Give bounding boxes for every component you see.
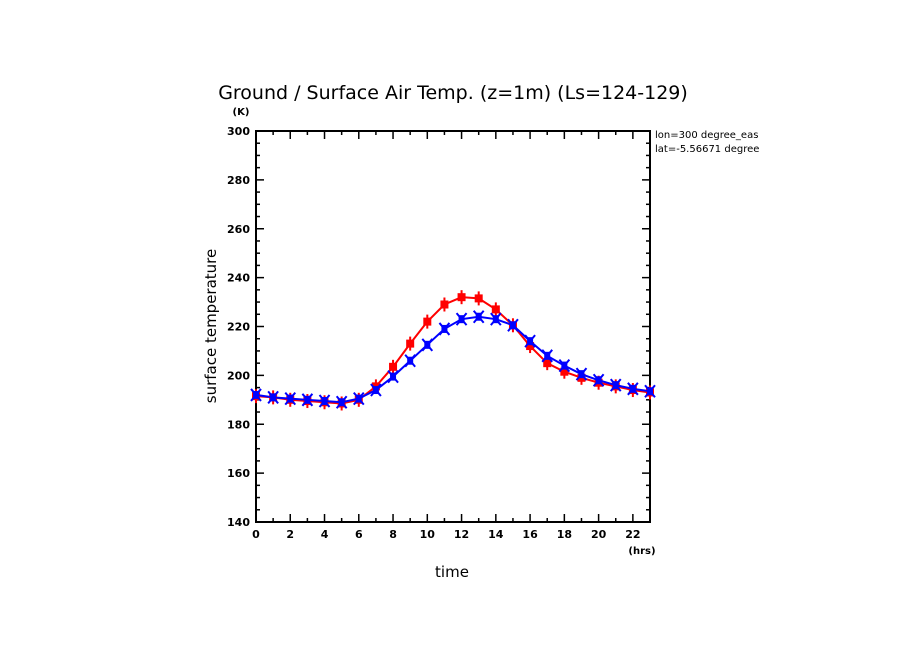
data-point xyxy=(575,367,588,381)
data-point xyxy=(353,391,365,406)
data-point xyxy=(541,349,553,363)
data-point xyxy=(558,358,571,373)
data-point xyxy=(267,390,279,405)
data-point xyxy=(644,384,656,398)
data-point xyxy=(406,336,415,351)
data-point xyxy=(474,291,483,306)
series-1 xyxy=(250,310,656,409)
y-tick-label: 240 xyxy=(227,272,250,285)
x-tick-label: 10 xyxy=(420,528,436,541)
x-tick-label: 2 xyxy=(286,528,294,541)
x-tick-label: 18 xyxy=(557,528,572,541)
data-point xyxy=(318,394,331,408)
x-tick-label: 0 xyxy=(252,528,260,541)
y-tick-label: 300 xyxy=(227,125,250,138)
x-unit-label: (hrs) xyxy=(628,546,655,557)
data-point xyxy=(284,391,297,406)
data-point xyxy=(592,373,605,387)
data-point xyxy=(440,297,449,312)
x-tick-label: 4 xyxy=(321,528,329,541)
x-tick-label: 20 xyxy=(591,528,607,541)
data-point xyxy=(335,395,348,409)
data-point xyxy=(455,312,468,326)
x-tick-label: 6 xyxy=(355,528,363,541)
data-series xyxy=(250,290,656,411)
series-line xyxy=(255,315,651,404)
y-tick-label: 180 xyxy=(227,418,250,431)
y-tick-label: 200 xyxy=(227,369,250,382)
annotation-lon: lon=300 degree_eas xyxy=(655,130,758,141)
data-point xyxy=(438,322,451,336)
x-tick-label: 8 xyxy=(389,528,397,541)
chart-title: Ground / Surface Air Temp. (z=1m) (Ls=12… xyxy=(218,82,688,104)
plot-frame xyxy=(255,130,651,523)
data-point xyxy=(491,302,500,317)
series-line xyxy=(255,296,651,405)
y-axis-title: surface temperature xyxy=(202,249,220,404)
data-point xyxy=(370,383,382,397)
data-point xyxy=(472,310,485,324)
tick-labels: 0 2 4 6 8 10 12 14 16 18 20 22 140 160 180 200 220 240 260… xyxy=(227,125,640,541)
data-point xyxy=(423,314,432,329)
y-tick-label: 280 xyxy=(227,174,250,187)
y-tick-label: 140 xyxy=(227,516,250,529)
x-tick-label: 12 xyxy=(454,528,469,541)
data-point xyxy=(490,312,502,326)
data-point xyxy=(609,378,622,392)
x-tick-label: 22 xyxy=(625,528,640,541)
y-unit-label: (K) xyxy=(233,107,250,118)
annotation-lat: lat=-5.56671 degree xyxy=(655,144,759,155)
x-tick-label: 16 xyxy=(522,528,538,541)
x-tick-label: 14 xyxy=(488,528,504,541)
data-point xyxy=(389,359,398,374)
data-point xyxy=(507,318,519,332)
data-point xyxy=(457,290,466,305)
series-0 xyxy=(252,290,654,411)
data-point xyxy=(250,388,262,402)
data-point xyxy=(627,382,639,396)
data-point xyxy=(421,338,434,352)
y-tick-label: 260 xyxy=(227,223,250,236)
data-point xyxy=(404,354,416,368)
y-tick-label: 220 xyxy=(227,321,250,334)
data-point xyxy=(301,393,314,407)
data-point xyxy=(524,334,536,348)
x-axis-title: time xyxy=(435,563,469,581)
axis-ticks xyxy=(255,130,651,523)
y-tick-label: 160 xyxy=(227,467,250,480)
data-point xyxy=(387,369,399,384)
